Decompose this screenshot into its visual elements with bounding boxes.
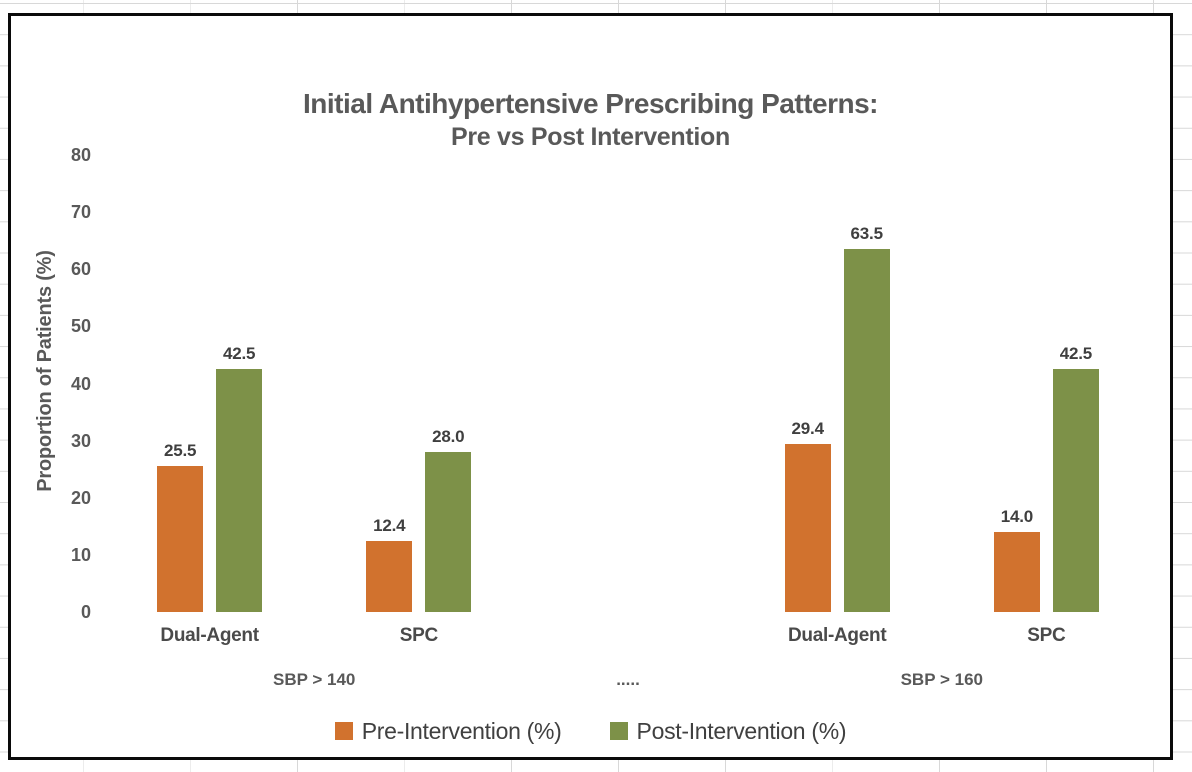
- legend: Pre-Intervention (%) Post-Intervention (%…: [11, 716, 1170, 746]
- data-label: 12.4: [373, 516, 406, 536]
- legend-swatch-icon: [609, 722, 628, 740]
- y-axis-title: Proportion of Patients (%): [34, 250, 56, 492]
- chart-title-line2: Pre vs Post Intervention: [451, 123, 730, 151]
- category-label-dual-agent: Dual-Agent: [160, 625, 259, 646]
- data-label: 29.4: [791, 419, 824, 439]
- data-label: 63.5: [850, 224, 883, 244]
- chart-title-line1: Initial Antihypertensive Prescribing Pat…: [302, 88, 879, 119]
- category-label-spc: SPC: [399, 625, 438, 646]
- post-intervention-bar-dual-agent[interactable]: [843, 249, 890, 612]
- category-label-dual-agent: Dual-Agent: [788, 625, 887, 646]
- y-tick-label: 30: [70, 430, 91, 451]
- pre-intervention-bar-spc[interactable]: [993, 532, 1040, 612]
- data-label: 14.0: [1000, 507, 1034, 527]
- data-label: 25.5: [163, 441, 197, 461]
- chart-title: Initial Antihypertensive Prescribing Pat…: [11, 88, 1170, 152]
- group-label-sbp-140: SBP > 140: [272, 670, 356, 689]
- y-tick-label: 50: [70, 316, 91, 337]
- data-label: 42.5: [222, 344, 256, 364]
- y-tick-label: 60: [70, 259, 91, 280]
- y-tick-label: 40: [70, 373, 91, 394]
- chart-container[interactable]: Initial Antihypertensive Prescribing Pat…: [8, 13, 1173, 760]
- legend-label: Pre-Intervention (%): [361, 718, 562, 744]
- post-intervention-bar-dual-agent[interactable]: [216, 369, 263, 612]
- y-tick-label: 10: [70, 544, 91, 565]
- legend-label: Post-Intervention (%): [636, 718, 847, 744]
- pre-intervention-bar-spc[interactable]: [366, 541, 413, 612]
- post-intervention-bar-spc[interactable]: [425, 452, 472, 612]
- pre-intervention-bar-dual-agent[interactable]: [157, 466, 204, 612]
- data-label: 28.0: [432, 427, 465, 447]
- y-tick-label: 0: [80, 602, 91, 622]
- y-tick-label: 80: [70, 145, 91, 165]
- legend-swatch-icon: [334, 722, 353, 740]
- category-label-spc: SPC: [1027, 625, 1066, 646]
- group-label-sbp-160: SBP > 160: [900, 670, 983, 689]
- legend-item-post-intervention[interactable]: Post-Intervention (%): [609, 718, 847, 744]
- y-tick-label: 70: [70, 202, 91, 223]
- legend-item-pre-intervention[interactable]: Pre-Intervention (%): [334, 718, 562, 744]
- y-tick-label: 20: [70, 487, 91, 508]
- group-label-dots: .....: [616, 670, 640, 689]
- pre-intervention-bar-dual-agent[interactable]: [784, 444, 831, 612]
- data-label: 42.5: [1059, 344, 1093, 364]
- post-intervention-bar-spc[interactable]: [1052, 369, 1099, 612]
